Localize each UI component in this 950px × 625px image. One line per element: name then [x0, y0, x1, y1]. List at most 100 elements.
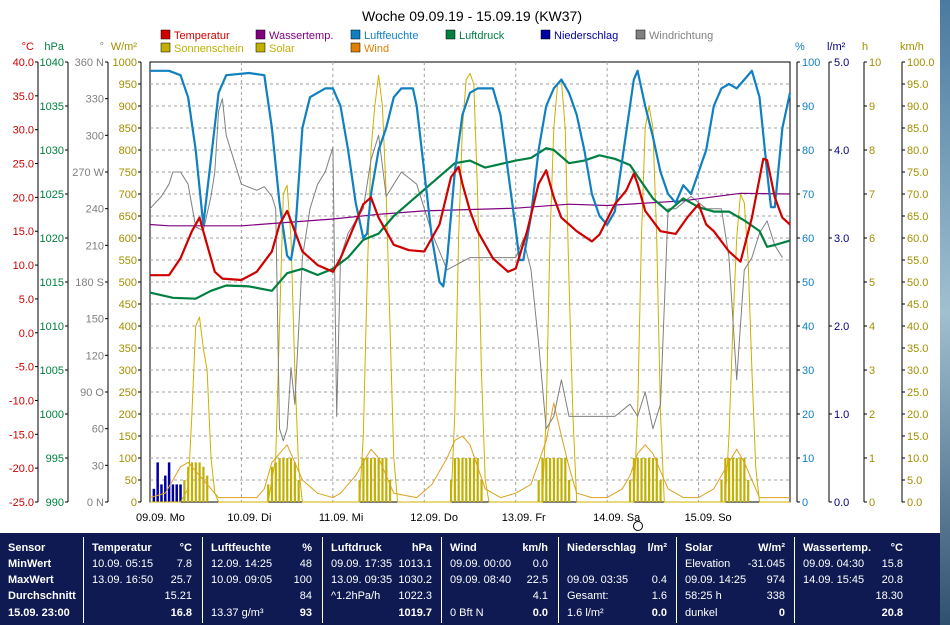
axis-tick-label: 90 O: [80, 387, 104, 399]
axis-tick-label: -20.0: [9, 463, 34, 475]
rain-bars: [152, 462, 182, 502]
col-sensor: Sensor MinWert MaxWert Durchschnitt 15.09. 2…: [0, 533, 84, 625]
axis-tick-label: 800: [119, 145, 137, 157]
solar-max-time: 09.09. 14:25: [685, 574, 747, 586]
axis-unit-label: %: [795, 41, 805, 53]
series-line-temperatur: [150, 157, 791, 282]
luftdruck-avg-label: ^1.2hPa/h: [331, 590, 381, 602]
axis-tick-label: 65.0: [907, 211, 928, 223]
sunshine-bar: [278, 458, 281, 502]
axis-tick-label: 0.0: [907, 497, 922, 509]
niederschlag-avg-label: Gesamt:: [567, 590, 609, 602]
luftdruck-max-value: 1030.2: [398, 574, 432, 586]
axis-tick-label: 210: [86, 240, 104, 252]
sunshine-bar: [659, 480, 662, 502]
axis-unit-label: h: [862, 41, 868, 53]
axis-tick-label: 8: [869, 145, 875, 157]
axis-tick-label: 5: [869, 277, 875, 289]
axis-tick-label: 20: [802, 409, 814, 421]
legend-swatch: [160, 29, 171, 40]
legend: Temperatur Wassertemp. Luftfeuchte Luftdruc…: [160, 29, 713, 55]
window-edge: [940, 0, 950, 625]
wind-min-time: 09.09. 00:00: [450, 558, 512, 570]
sunshine-bar: [655, 458, 658, 502]
axis-tick-label: 50.0: [907, 277, 928, 289]
axis-tick-label: 75.0: [907, 167, 928, 179]
x-tick-label: 13.09. Fr: [502, 512, 546, 524]
rain-bar: [152, 488, 156, 502]
wassertemp-max-time: 14.09. 15:45: [803, 574, 865, 586]
axis-unit-label: l/m²: [827, 41, 846, 53]
axis-tick-label: 995: [46, 453, 64, 465]
axis-unit-label: hPa: [44, 41, 64, 53]
luftfeuchte-unit: %: [302, 542, 312, 554]
sunshine-bar: [632, 458, 636, 502]
legend-swatch: [540, 29, 551, 40]
axis-tick-label: 100: [119, 453, 137, 465]
axis-tick-label: 1040: [40, 57, 64, 69]
temperatur-max-time: 13.09. 16:50: [92, 574, 154, 586]
luftfeuchte-max-time: 10.09. 09:05: [211, 574, 273, 586]
axis-tick-label: 360 N: [75, 57, 104, 69]
sensor-current: 15.09. 23:00: [8, 607, 70, 619]
sunshine-bar: [369, 458, 373, 502]
solar-current-value: 0: [778, 607, 785, 619]
marker-circle[interactable]: [633, 521, 643, 531]
axis-tick-label: 30: [802, 365, 814, 377]
luftdruck-min-time: 09.09. 17:35: [331, 558, 393, 570]
sunshine-bar: [731, 458, 735, 502]
sunshine-bar: [377, 458, 380, 502]
temperatur-current-value: 16.8: [170, 607, 192, 619]
axis-tick-label: 1010: [40, 321, 64, 333]
wassertemp-unit: °C: [890, 542, 903, 554]
axis-tick-label: 5.0: [907, 475, 922, 487]
sunshine-bar: [735, 458, 738, 502]
rain-bar: [164, 475, 167, 502]
column-separator: [676, 537, 677, 623]
sunshine-bar: [560, 458, 563, 502]
axis-tick-label: 60.0: [907, 233, 928, 245]
sunshine-bar: [373, 458, 376, 502]
axis-tick-label: 100.0: [907, 57, 935, 69]
axis-tick-label: 5.0: [834, 57, 849, 69]
legend-label: Wassertemp.: [269, 30, 333, 42]
legend-label: Luftfeuchte: [364, 30, 418, 42]
sunshine-bar: [564, 458, 567, 502]
rain-bar: [167, 462, 171, 502]
axis-tick-label: 990: [46, 497, 64, 509]
axis-tick-label: 950: [119, 79, 137, 91]
rain-bar: [171, 484, 175, 502]
x-tick-label: 11.09. Mi: [319, 512, 363, 524]
axis-tick-label: 40.0: [907, 321, 928, 333]
niederschlag-current-value: 0.0: [651, 607, 667, 619]
axis-tick-label: 0: [869, 497, 875, 509]
axis-tick-label: 35.0: [907, 343, 928, 355]
axis-tick-label: 9: [869, 101, 875, 113]
axis-tick-label: 600: [119, 233, 137, 245]
x-tick-label: 15.09. So: [685, 512, 732, 524]
wassertemp-max-value: 20.8: [881, 574, 903, 586]
wind-max-value: 22.5: [526, 574, 548, 586]
sunshine-bar: [289, 458, 293, 502]
sunshine-bar: [651, 458, 655, 502]
sunshine-bar: [274, 462, 277, 502]
sunshine-bar: [724, 458, 727, 502]
sensor-header: Sensor: [8, 542, 46, 554]
luftfeuchte-min-time: 12.09. 14:25: [211, 558, 273, 570]
axis-tick-label: 4.0: [834, 145, 849, 157]
wassertemp-min-value: 15.8: [881, 558, 903, 570]
wind-min-value: 0.0: [532, 558, 548, 570]
luftfeuchte-min-value: 48: [299, 558, 312, 570]
niederschlag-current-label: 1.6 l/m²: [567, 607, 604, 619]
column-separator: [794, 537, 795, 623]
solar-header: Solar: [685, 542, 713, 554]
axis-tick-label: 100: [802, 57, 820, 69]
axis-tick-label: 1000: [113, 57, 137, 69]
niederschlag-max-time: 09.09. 03:35: [567, 574, 629, 586]
x-tick-label: 09.09. Mo: [136, 512, 185, 524]
sunshine-bar: [267, 484, 270, 502]
legend-swatch: [635, 29, 646, 40]
sunshine-bar: [453, 458, 456, 502]
axis-tick-label: 240: [86, 204, 104, 216]
sunshine-bar: [297, 480, 300, 502]
